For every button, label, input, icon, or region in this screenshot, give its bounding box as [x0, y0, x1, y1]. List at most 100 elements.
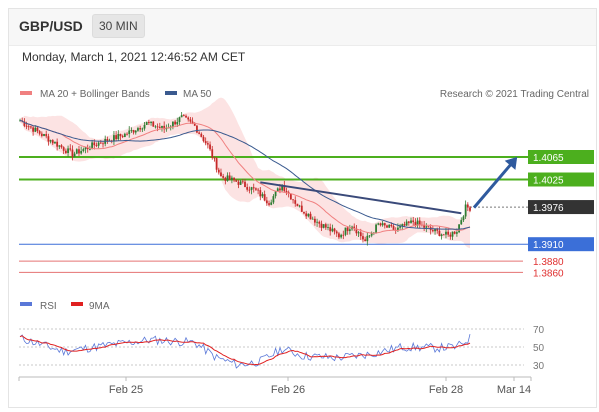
candle-body — [314, 218, 316, 223]
candle-body — [390, 224, 393, 227]
candle-body — [414, 222, 417, 226]
candle-body — [241, 181, 244, 183]
candle-body — [239, 181, 242, 185]
candle-body — [132, 130, 135, 133]
level-label-2: 1.3976 — [533, 203, 564, 214]
candle-body — [300, 205, 303, 212]
candle-body — [43, 134, 45, 136]
candle-body — [289, 193, 292, 200]
candle-body — [386, 225, 388, 228]
candle-body — [233, 177, 235, 181]
rsi-tick-label: 50 — [533, 343, 545, 354]
candle-body — [412, 220, 415, 223]
candle-body — [217, 169, 220, 173]
candle-body — [338, 233, 340, 238]
candle-body — [453, 231, 456, 234]
candle-body — [187, 117, 190, 120]
candle-body — [139, 128, 142, 130]
candle-body — [165, 127, 168, 130]
rsi-tick-label: 30 — [533, 361, 545, 372]
candle-body — [305, 213, 308, 217]
candle-body — [449, 234, 452, 237]
date-label: Monday, March 1, 2021 12:46:52 AM CET — [22, 50, 246, 64]
candle-body — [423, 224, 426, 228]
candle-body — [64, 150, 67, 154]
candle-body — [189, 119, 192, 122]
candle-body — [89, 148, 91, 150]
candle-body — [54, 141, 56, 144]
candle-body — [261, 194, 264, 197]
candle-body — [67, 148, 69, 154]
candle-body — [447, 231, 450, 235]
candle-body — [58, 145, 61, 147]
timeframe-badge[interactable]: 30 MIN — [92, 14, 145, 38]
x-tick-label: Feb 25 — [109, 384, 143, 396]
candle-body — [368, 235, 371, 237]
candle-body — [265, 200, 268, 204]
candle-body — [95, 145, 98, 146]
candle-body — [158, 126, 161, 128]
candle-body — [246, 187, 249, 190]
candle-body — [200, 133, 203, 137]
annotations — [260, 156, 518, 215]
candle-body — [147, 122, 150, 123]
candle-body — [75, 149, 78, 154]
candle-body — [198, 132, 201, 134]
candle-body — [121, 136, 124, 137]
ma50-legend-label: MA 50 — [183, 89, 212, 100]
candle-body — [248, 189, 251, 191]
candle-body — [270, 202, 273, 205]
candle-body — [185, 115, 187, 118]
candle-body — [62, 147, 65, 151]
candle-body — [27, 126, 30, 128]
candle-body — [145, 122, 148, 125]
candle-body — [56, 141, 59, 147]
candle-body — [78, 149, 80, 154]
rsi-ma9-line — [19, 335, 471, 366]
candle-body — [204, 141, 207, 144]
ma20-legend-swatch — [20, 91, 32, 95]
candle-body — [455, 232, 458, 234]
candle-body — [220, 172, 222, 177]
candle-body — [431, 230, 434, 232]
candle-body — [307, 213, 310, 217]
candle-body — [370, 233, 373, 236]
candle-body — [377, 223, 380, 225]
candle-body — [381, 223, 384, 226]
candle-body — [366, 235, 369, 242]
candle-body — [466, 204, 469, 208]
candle-body — [215, 158, 218, 170]
level-box-3 — [528, 237, 594, 252]
ma20-line — [19, 120, 471, 234]
candle-body — [427, 226, 430, 228]
candle-body — [84, 147, 87, 150]
chart-widget: GBP/USD 30 MIN Monday, March 1, 2021 12:… — [8, 8, 597, 408]
candle-body — [316, 221, 318, 223]
candle-body — [407, 221, 410, 223]
candle-body — [379, 223, 382, 226]
x-tick-label: Feb 26 — [271, 384, 305, 396]
candle-body — [156, 126, 159, 128]
candle-body — [342, 234, 345, 236]
chart-header: GBP/USD 30 MIN — [9, 9, 596, 46]
candle-body — [40, 133, 43, 136]
candle-body — [93, 142, 96, 146]
candle-body — [60, 145, 63, 148]
candle-body — [163, 125, 166, 130]
candle-body — [451, 231, 454, 237]
candle-body — [327, 227, 329, 228]
candle-body — [279, 188, 281, 191]
candle-body — [130, 130, 133, 131]
candle-body — [362, 236, 364, 240]
forecast-arrow-head — [504, 156, 518, 170]
candle-body — [69, 148, 72, 150]
candle-body — [397, 227, 399, 231]
candle-body — [172, 121, 174, 127]
candle-body — [464, 204, 467, 217]
bollinger-band — [20, 97, 470, 249]
candle-body — [237, 181, 240, 185]
ma9-legend-swatch — [71, 302, 83, 306]
candle-body — [410, 220, 412, 223]
rsi-legend-label: RSI — [40, 301, 57, 312]
